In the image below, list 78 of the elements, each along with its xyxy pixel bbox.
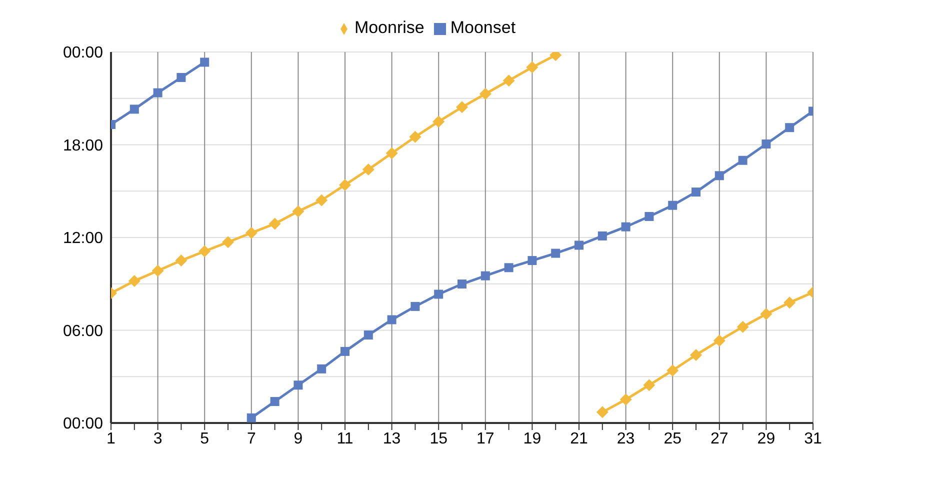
x-tick-label: 25 <box>664 430 682 448</box>
point <box>152 264 164 277</box>
x-tick-label: 19 <box>523 430 542 448</box>
point <box>692 188 700 197</box>
point <box>666 364 679 376</box>
point <box>643 379 656 392</box>
point <box>294 380 303 390</box>
point <box>504 263 514 272</box>
point <box>456 101 468 114</box>
point <box>458 280 466 289</box>
point <box>130 104 139 114</box>
point <box>409 130 422 143</box>
x-tick-label: 13 <box>382 430 401 448</box>
point <box>690 348 702 361</box>
point <box>176 73 186 82</box>
point <box>270 397 280 406</box>
x-tick-label: 1 <box>106 430 116 448</box>
point <box>713 334 726 347</box>
legend-label: Moonset <box>450 18 516 37</box>
point <box>668 200 678 210</box>
point <box>386 147 398 160</box>
point <box>760 308 772 320</box>
point <box>502 74 515 87</box>
point <box>479 88 492 100</box>
point <box>292 205 304 218</box>
point <box>316 194 328 206</box>
point <box>574 240 584 250</box>
y-tick-label: 00:00 <box>62 44 104 62</box>
point <box>410 302 420 311</box>
y-tick-label: 12:00 <box>62 230 104 248</box>
x-tick-label: 17 <box>476 430 494 448</box>
point <box>222 236 234 248</box>
point <box>526 61 538 74</box>
point <box>596 406 608 418</box>
point <box>198 245 211 258</box>
point <box>200 58 210 67</box>
point <box>339 178 351 191</box>
point <box>762 139 771 148</box>
x-tick-label: 23 <box>616 430 635 448</box>
point <box>245 226 258 239</box>
point <box>736 320 749 333</box>
legend-label: Moonrise <box>354 18 424 37</box>
point <box>621 222 630 232</box>
point <box>268 218 281 230</box>
point <box>714 171 724 180</box>
point <box>644 212 654 221</box>
y-tick-label: 00:00 <box>62 416 104 433</box>
x-tick-label: 3 <box>153 430 162 448</box>
point <box>362 163 374 176</box>
y-tick-label: 06:00 <box>62 322 104 340</box>
point <box>434 290 444 299</box>
x-tick-label: 29 <box>757 430 776 448</box>
x-tick-label: 31 <box>804 430 822 448</box>
point <box>784 296 796 309</box>
point <box>738 156 748 165</box>
point <box>175 254 188 267</box>
point <box>432 116 445 128</box>
x-tick-label: 9 <box>294 430 303 448</box>
point <box>551 248 560 258</box>
point <box>246 413 256 422</box>
point <box>480 271 490 280</box>
x-tick-label: 5 <box>200 430 210 448</box>
point <box>598 231 607 240</box>
point <box>785 123 794 132</box>
point <box>528 256 537 266</box>
point <box>153 88 162 98</box>
point <box>317 364 326 374</box>
point <box>128 274 140 287</box>
point <box>620 394 632 406</box>
x-tick-label: 11 <box>336 430 354 448</box>
point <box>340 346 350 356</box>
x-tick-label: 7 <box>246 430 256 448</box>
point <box>387 315 396 324</box>
point <box>364 330 373 340</box>
x-tick-label: 21 <box>570 430 588 448</box>
x-tick-label: 15 <box>430 430 448 448</box>
y-tick-label: 18:00 <box>62 137 104 154</box>
x-tick-label: 27 <box>710 430 728 448</box>
